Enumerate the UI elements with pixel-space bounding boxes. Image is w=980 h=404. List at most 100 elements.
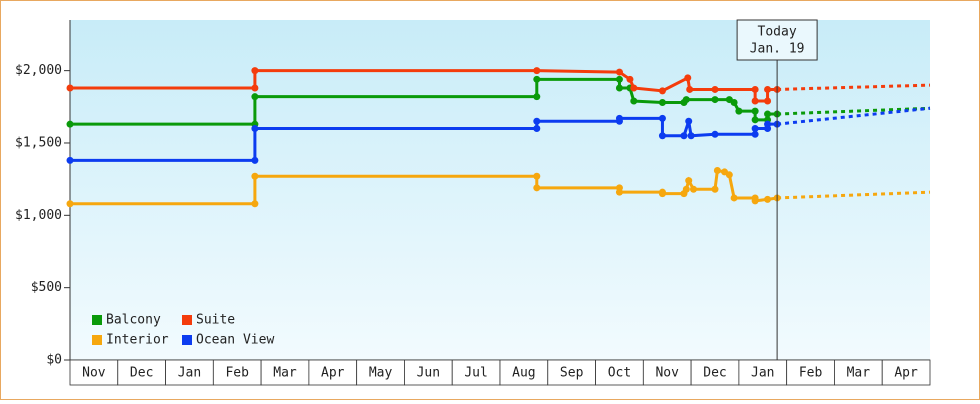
x-tick-label: Jun (417, 366, 440, 381)
price-point (764, 110, 772, 118)
legend-label: Suite (196, 313, 235, 328)
price-point (626, 75, 634, 83)
x-tick-label: Apr (321, 366, 345, 381)
price-point (533, 67, 541, 75)
price-point (764, 120, 772, 128)
price-point (658, 114, 666, 122)
price-point (533, 172, 541, 180)
x-tick-label: Nov (655, 366, 679, 381)
price-point (251, 172, 259, 180)
month-cell (834, 359, 883, 386)
price-point (615, 75, 623, 83)
plot-area (70, 20, 930, 360)
price-point (725, 171, 733, 179)
price-point (658, 87, 666, 95)
price-point (764, 85, 772, 93)
legend-swatch (92, 335, 102, 345)
price-point (630, 84, 638, 92)
today-label: Today (758, 25, 797, 40)
price-point (764, 97, 772, 105)
legend-swatch (182, 335, 192, 345)
price-point (711, 85, 719, 93)
price-point (751, 125, 759, 133)
y-tick-label: $0 (46, 353, 62, 368)
price-point (730, 194, 738, 202)
price-point (615, 114, 623, 122)
x-tick-label: Aug (512, 366, 535, 381)
legend-swatch (92, 315, 102, 325)
price-point (533, 184, 541, 192)
price-point (685, 177, 693, 185)
price-point (751, 116, 759, 124)
y-tick-label: $500 (31, 280, 62, 295)
price-point (658, 190, 666, 198)
month-cell (260, 359, 310, 386)
x-tick-label: Jan (751, 366, 774, 381)
price-point (764, 195, 772, 203)
price-point (735, 107, 743, 115)
price-point (690, 185, 697, 193)
month-cell (117, 359, 166, 386)
x-tick-label: Oct (608, 366, 631, 381)
month-cell (547, 359, 596, 386)
month-cell (881, 359, 931, 386)
x-tick-label: Dec (703, 366, 726, 381)
y-tick-label: $2,000 (15, 63, 62, 78)
y-tick-label: $1,500 (15, 135, 62, 150)
price-point (751, 197, 759, 205)
today-box (736, 19, 818, 61)
legend-swatch (182, 315, 192, 325)
month-cell (308, 359, 358, 386)
month-cell (69, 359, 119, 386)
today-date: Jan. 19 (750, 42, 805, 57)
x-tick-label: Feb (225, 366, 249, 381)
x-tick-label: Mar (847, 366, 871, 381)
y-tick-label: $1,000 (15, 208, 62, 223)
month-cell (212, 359, 262, 386)
price-point (680, 132, 688, 140)
forecast-line (777, 190, 931, 200)
price-line (70, 69, 778, 103)
forecast-line (776, 106, 931, 126)
price-point (615, 68, 623, 76)
price-point (658, 132, 666, 140)
price-point (251, 67, 259, 75)
x-tick-label: Jan (178, 366, 201, 381)
price-point (711, 96, 719, 104)
price-point (685, 117, 693, 125)
x-tick-label: Dec (130, 366, 153, 381)
price-point (686, 85, 694, 93)
price-point (751, 97, 759, 105)
price-point (533, 125, 541, 133)
month-cell (642, 359, 692, 386)
month-cell (738, 359, 788, 386)
price-point (66, 156, 74, 164)
x-tick-label: Feb (799, 366, 823, 381)
price-point (682, 96, 690, 104)
price-point (713, 166, 721, 174)
x-tick-label: Sep (560, 366, 584, 381)
price-point (751, 130, 759, 138)
price-point (658, 98, 666, 106)
price-point (615, 84, 623, 92)
price-point (711, 130, 719, 138)
x-tick-label: May (369, 366, 393, 381)
month-cell (356, 359, 405, 386)
month-cell (165, 359, 214, 386)
price-point (251, 200, 259, 208)
price-point (751, 85, 759, 93)
month-cell (690, 359, 740, 386)
x-tick-label: Apr (894, 366, 918, 381)
x-tick-label: Mar (273, 366, 297, 381)
price-point (630, 97, 638, 105)
month-cell (451, 359, 501, 386)
price-point (615, 188, 623, 196)
x-tick-label: Jul (464, 366, 487, 381)
price-point (533, 117, 541, 125)
price-point (687, 132, 695, 140)
legend-label: Balcony (106, 313, 161, 328)
month-cell (786, 359, 835, 386)
price-point (751, 107, 759, 115)
price-point (251, 93, 259, 101)
